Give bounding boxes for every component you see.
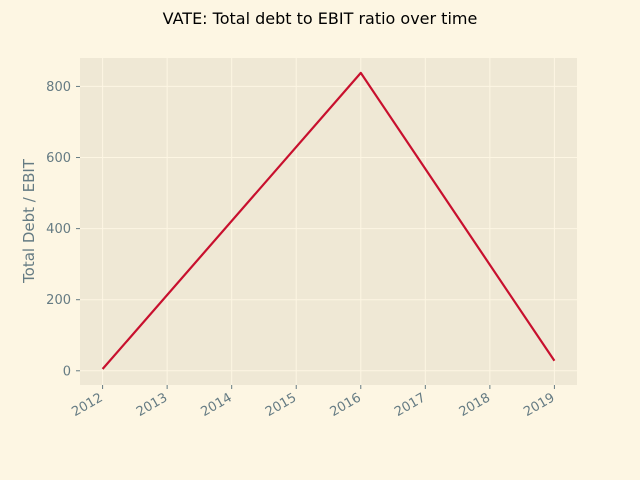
y-tick-label: 0 (63, 364, 71, 379)
x-tick-label: 2018 (457, 390, 493, 420)
y-tick-label: 800 (46, 80, 71, 95)
y-tick-label: 600 (46, 151, 71, 166)
y-axis: 0 200 400 600 800 (46, 80, 80, 379)
series-line (101, 71, 556, 370)
x-tick-label: 2016 (328, 390, 364, 420)
x-tick-label: 2017 (392, 390, 428, 420)
y-tick-label: 200 (46, 293, 71, 308)
y-tick-label: 400 (46, 222, 71, 237)
x-tick-label: 2015 (263, 390, 299, 420)
x-axis: 2012 2013 2014 2015 2016 2017 2018 2019 (69, 385, 557, 420)
y-axis-label: Total Debt / EBIT (20, 158, 38, 284)
plot-area (80, 58, 577, 385)
x-tick-label: 2014 (199, 390, 235, 420)
x-tick-label: 2012 (69, 390, 105, 420)
x-tick-label: 2013 (134, 390, 170, 420)
x-tick-label: 2019 (521, 390, 557, 420)
chart-title: VATE: Total debt to EBIT ratio over time (163, 9, 478, 28)
series (101, 71, 556, 370)
